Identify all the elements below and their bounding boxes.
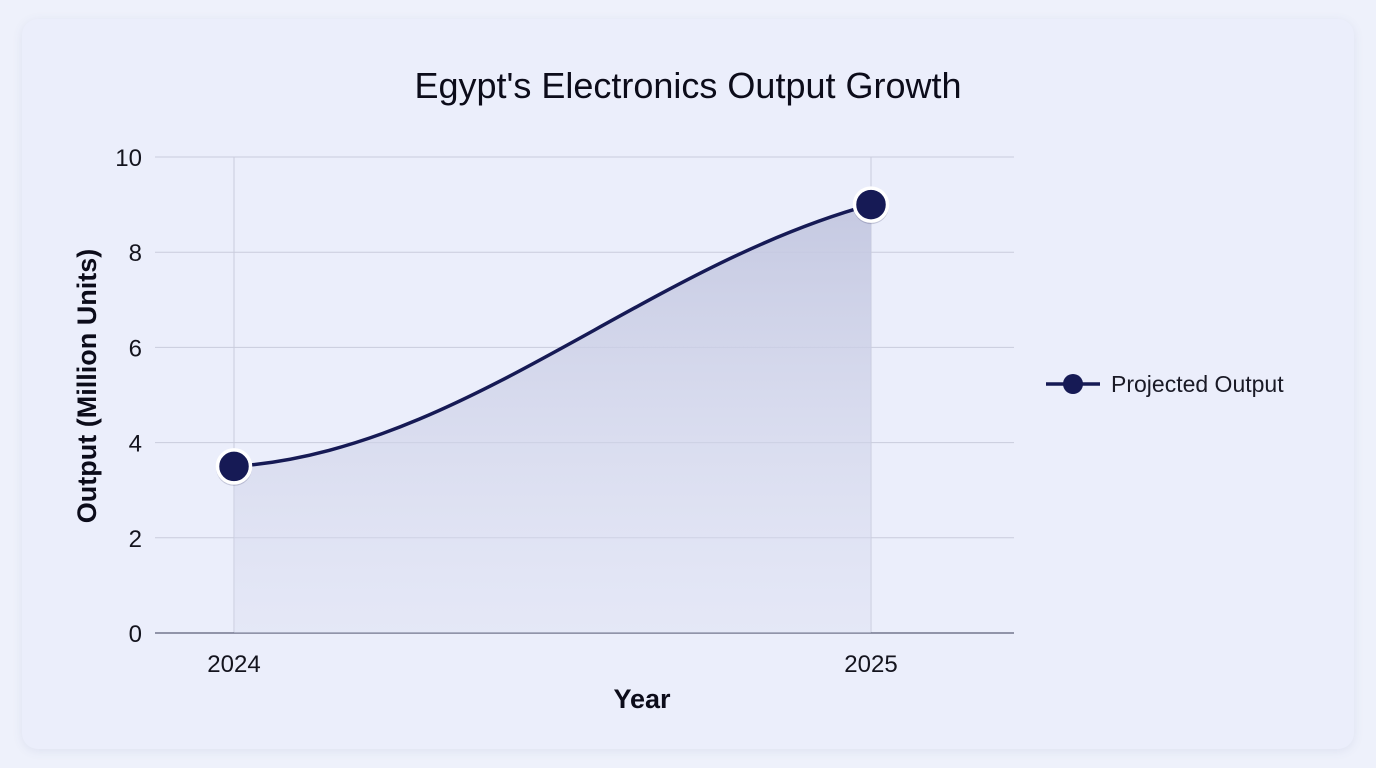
series-line <box>232 202 873 469</box>
x-tick-label: 2024 <box>207 651 260 678</box>
series-area <box>234 204 871 633</box>
x-tick-labels: 2024 2025 <box>207 651 897 678</box>
legend: Projected Output <box>1046 371 1284 397</box>
y-tick-label: 2 <box>129 526 142 553</box>
data-point[interactable] <box>215 448 253 485</box>
y-axis-title: Output (Million Units) <box>72 249 102 523</box>
y-tick-label: 4 <box>129 431 142 458</box>
y-tick-label: 0 <box>129 621 142 648</box>
chart-title: Egypt's Electronics Output Growth <box>414 65 961 106</box>
area-layer <box>232 202 873 633</box>
legend-marker-swatch <box>1063 374 1083 394</box>
x-tick-label: 2025 <box>844 651 897 678</box>
y-tick-label: 8 <box>129 240 142 267</box>
data-point[interactable] <box>852 186 890 223</box>
x-axis-title: Year <box>613 684 671 714</box>
y-tick-labels: 0 2 4 6 8 10 <box>115 145 142 648</box>
y-tick-label: 10 <box>115 145 142 172</box>
legend-label: Projected Output <box>1111 371 1284 397</box>
marker-layer <box>215 186 890 486</box>
y-tick-label: 6 <box>129 335 142 362</box>
